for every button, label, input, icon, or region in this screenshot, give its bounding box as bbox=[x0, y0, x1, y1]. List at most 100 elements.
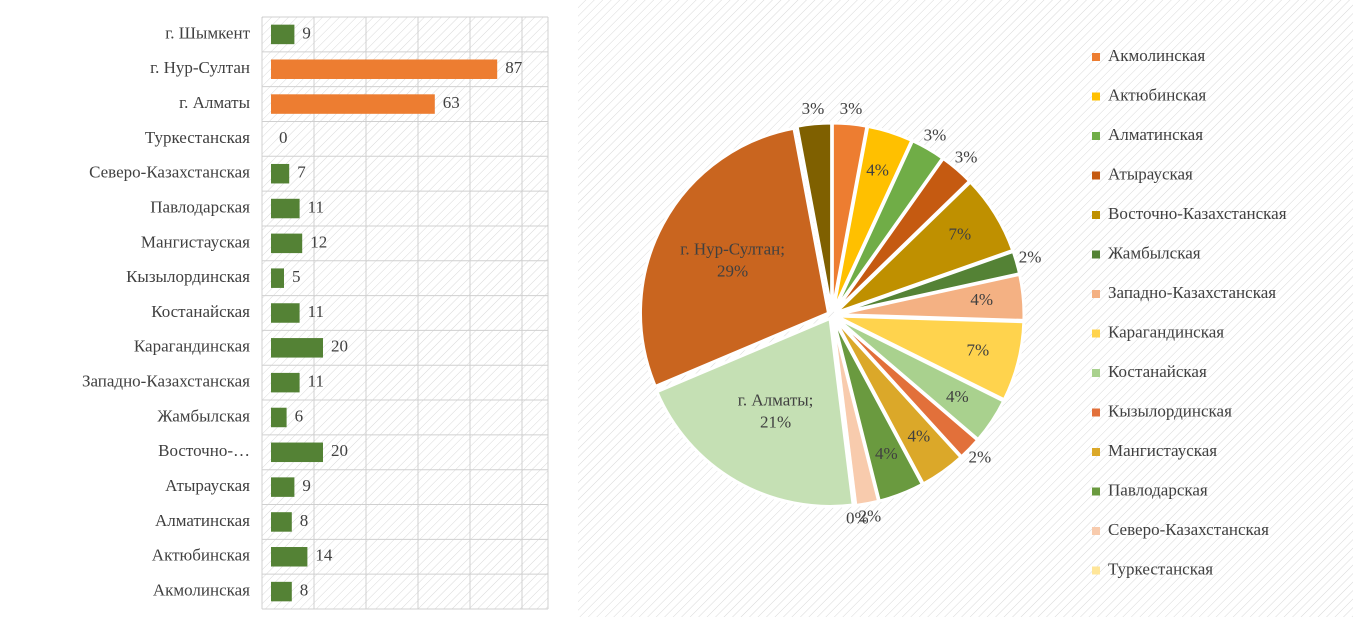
data-label: 87 bbox=[505, 58, 523, 77]
legend-label: Жамбылская bbox=[1108, 243, 1201, 262]
legend-label: Западно-Казахстанская bbox=[1108, 283, 1276, 302]
bar bbox=[271, 24, 295, 45]
y-tick-label: г. Нур-Султан bbox=[150, 58, 250, 77]
y-tick-label: Павлодарская bbox=[150, 197, 250, 216]
data-label: 9 bbox=[302, 23, 311, 42]
bar bbox=[271, 372, 300, 393]
data-label: 7 bbox=[297, 163, 306, 182]
legend-swatch bbox=[1092, 408, 1100, 417]
data-label: 3% bbox=[840, 99, 863, 118]
bar-plot-area bbox=[262, 17, 548, 609]
data-label: 4% bbox=[908, 427, 931, 446]
data-label: 0% bbox=[846, 508, 869, 527]
legend-swatch bbox=[1092, 329, 1100, 338]
data-label: 9 bbox=[302, 476, 311, 495]
legend-label: Атырауская bbox=[1108, 164, 1193, 183]
y-tick-label: Мангистауская bbox=[141, 232, 250, 251]
legend-swatch bbox=[1092, 92, 1100, 101]
y-tick-label: Атырауская bbox=[165, 476, 250, 495]
legend-label: Кызылординская bbox=[1108, 401, 1232, 420]
legend-label: Мангистауская bbox=[1108, 441, 1217, 460]
bar bbox=[271, 163, 290, 184]
legend-swatch bbox=[1092, 369, 1100, 377]
data-label: 2% bbox=[1019, 248, 1042, 267]
bar bbox=[271, 512, 292, 532]
legend-swatch bbox=[1092, 211, 1100, 219]
y-tick-label: Северо-Казахстанская bbox=[89, 163, 250, 182]
legend-label: Костанайская bbox=[1108, 362, 1207, 381]
bar bbox=[271, 547, 308, 567]
data-label: 8 bbox=[300, 511, 309, 530]
legend-swatch bbox=[1092, 566, 1100, 575]
data-label: 5 bbox=[292, 267, 301, 286]
legend-swatch bbox=[1092, 250, 1100, 259]
label-line: 29% bbox=[717, 262, 748, 281]
y-tick-label: Карагандинская bbox=[134, 337, 250, 356]
legend-label: Северо-Казахстанская bbox=[1108, 520, 1269, 539]
y-tick-label: г. Алматы bbox=[179, 93, 250, 112]
pie-slice: г. Шымкент bbox=[795, 121, 834, 312]
data-label: 2% bbox=[969, 447, 992, 466]
pie-slice: г. Нур-Султан bbox=[639, 126, 831, 389]
pie-slice: г. Алматы bbox=[654, 316, 855, 508]
data-label: 11 bbox=[308, 302, 324, 321]
y-tick-label: Акмолинская bbox=[153, 580, 250, 599]
bar bbox=[271, 198, 300, 219]
legend-label: Восточно-Казахстанская bbox=[1108, 204, 1287, 223]
bar bbox=[271, 442, 323, 463]
data-label: 3% bbox=[802, 99, 825, 118]
data-label: 20 bbox=[331, 337, 348, 356]
data-label: 0 bbox=[279, 128, 288, 147]
y-tick-label: Алматинская bbox=[155, 511, 250, 530]
legend-label: Алматинская bbox=[1108, 125, 1203, 144]
data-label: 3% bbox=[924, 126, 947, 145]
label-line: г. Алматы; bbox=[738, 391, 814, 410]
y-tick-label: г. Шымкент bbox=[165, 23, 250, 42]
legend-swatch bbox=[1092, 527, 1100, 535]
data-label: 7% bbox=[949, 225, 972, 244]
bar bbox=[271, 268, 284, 288]
data-label: 12 bbox=[310, 232, 327, 251]
bar bbox=[271, 59, 498, 79]
y-tick-label: Жамбылская bbox=[157, 406, 250, 425]
data-label: 4% bbox=[866, 161, 889, 180]
y-tick-label: Восточно-… bbox=[158, 441, 250, 460]
legend-label: Туркестанская bbox=[1108, 559, 1213, 578]
data-label: 2% bbox=[859, 506, 882, 525]
bar bbox=[271, 233, 303, 254]
bar bbox=[271, 407, 287, 428]
y-tick-label: Кызылординская bbox=[126, 267, 250, 286]
data-label: г. Алматы; 21% bbox=[738, 391, 814, 432]
legend-swatch bbox=[1092, 487, 1100, 496]
data-label: 11 bbox=[308, 197, 324, 216]
bar bbox=[271, 303, 300, 323]
legend-label: Актюбинская bbox=[1108, 85, 1206, 104]
legend-swatch bbox=[1092, 448, 1100, 456]
bar bbox=[271, 581, 292, 602]
legend-swatch bbox=[1092, 132, 1100, 140]
label-line: г. Нур-Султан; bbox=[680, 240, 785, 259]
y-tick-label: Туркестанская bbox=[145, 128, 250, 147]
data-label: 4% bbox=[970, 290, 993, 309]
data-label: 8 bbox=[300, 580, 309, 599]
data-label: 4% bbox=[946, 387, 969, 406]
data-label: 11 bbox=[308, 372, 324, 391]
legend-label: Павлодарская bbox=[1108, 480, 1208, 499]
legend-swatch bbox=[1092, 53, 1100, 61]
legend-label: Карагандинская bbox=[1108, 322, 1224, 341]
bar bbox=[271, 477, 295, 497]
data-label: 6 bbox=[295, 406, 304, 425]
bar bbox=[271, 94, 435, 114]
data-label: 20 bbox=[331, 441, 348, 460]
legend-swatch bbox=[1092, 290, 1100, 298]
data-label: 4% bbox=[875, 444, 898, 463]
legend-swatch bbox=[1092, 171, 1100, 180]
y-tick-label: Актюбинская bbox=[152, 546, 250, 565]
data-label: 63 bbox=[443, 93, 460, 112]
label-line: 21% bbox=[760, 413, 791, 432]
bar bbox=[271, 338, 323, 358]
y-tick-label: Западно-Казахстанская bbox=[82, 372, 250, 391]
data-label: г. Нур-Султан; 29% bbox=[680, 240, 785, 281]
y-tick-label: Костанайская bbox=[151, 302, 250, 321]
